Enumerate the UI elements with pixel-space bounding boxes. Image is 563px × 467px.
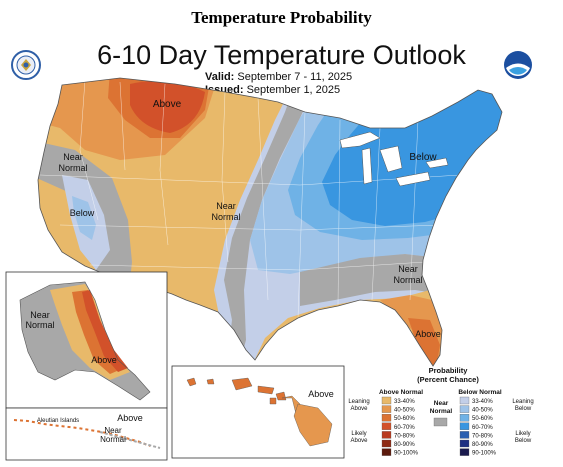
legend-above-bin-label: 70-80% <box>394 433 415 439</box>
legend-below-bin-label: 40-50% <box>472 408 493 414</box>
legend-title: Probability <box>429 366 469 375</box>
legend-below-swatch <box>459 422 470 430</box>
label-aleutian-near-normal: Near <box>104 426 122 435</box>
legend-above-swatch <box>381 405 392 413</box>
probability-legend: Probability (Percent Chance) Above Norma… <box>348 366 533 457</box>
legend-near-header: Near <box>434 400 449 407</box>
legend-below-swatches: 33-40% 40-50% 50-60% 60-70% 70-80% 80-90% 90-1… <box>459 396 497 457</box>
valid-value: September 7 - 11, 2025 <box>237 71 353 83</box>
legend-below-header: Below Normal <box>458 389 502 396</box>
legend-above-bin-label: 33-40% <box>394 399 415 405</box>
page-title: Temperature Probability <box>191 8 372 27</box>
legend-above-bin-label: 60-70% <box>394 425 415 431</box>
label-below-west: Below <box>70 208 95 218</box>
legend-below-swatch <box>459 439 470 448</box>
legend-below-swatch <box>459 405 470 413</box>
aleutian-inset: Aleutian Islands Above Near Normal <box>5 407 168 461</box>
legend-subtitle: (Percent Chance) <box>417 375 479 384</box>
legend-leaning-below: Leaning <box>512 399 533 405</box>
noaa-logo-icon <box>504 51 532 79</box>
legend-above-swatch <box>381 396 392 405</box>
legend-above-swatch <box>381 439 392 448</box>
great-lakes <box>339 131 449 187</box>
legend-below-bin-label: 70-80% <box>472 433 493 439</box>
legend-likely-below: Likely <box>515 431 530 437</box>
valid-dates: Valid: September 7 - 11, 2025 <box>205 71 352 83</box>
legend-below-bin-label: 60-70% <box>472 425 493 431</box>
legend-leaning-above-2: Above <box>350 406 368 412</box>
label-near-normal-central: Near <box>216 201 236 211</box>
legend-near-swatch <box>433 417 448 427</box>
label-alaska-above: Above <box>91 355 117 365</box>
label-near-normal-central-2: Normal <box>211 212 240 222</box>
label-above-northwest: Above <box>153 99 182 110</box>
legend-above-swatch <box>381 431 392 439</box>
label-below-northeast: Below <box>409 152 437 163</box>
label-near-normal-west-2: Normal <box>58 163 87 173</box>
label-alaska-near-normal: Near <box>30 310 50 320</box>
legend-below-bin-label: 33-40% <box>472 399 493 405</box>
legend-above-swatch <box>381 448 392 456</box>
valid-label: Valid: <box>205 71 235 83</box>
legend-above-bin-label: 50-60% <box>394 416 415 422</box>
legend-below-bin-label: 50-60% <box>472 416 493 422</box>
legend-above-swatch <box>381 414 392 422</box>
legend-leaning-above: Leaning <box>348 399 369 405</box>
legend-below-swatch <box>459 414 470 422</box>
legend-above-header: Above Normal <box>379 389 423 396</box>
label-near-normal-southeast-2: Normal <box>393 275 422 285</box>
legend-above-bin-label: 90-100% <box>394 451 419 457</box>
label-aleutian-islands: Aleutian Islands <box>37 418 79 424</box>
hawaii-inset: Above <box>171 365 345 459</box>
label-hawaii-above: Above <box>308 389 334 399</box>
legend-above-swatch <box>381 422 392 430</box>
legend-below-swatch <box>459 448 470 456</box>
legend-leaning-below-2: Below <box>515 406 532 412</box>
legend-above-swatches: 33-40% 40-50% 50-60% 60-70% 70-80% 80-90% 90-1… <box>381 396 419 457</box>
label-aleutian-above: Above <box>117 413 143 423</box>
label-alaska-near-normal-2: Normal <box>25 320 54 330</box>
legend-above-bin-label: 80-90% <box>394 442 415 448</box>
legend-below-swatch <box>459 396 470 405</box>
label-near-normal-southeast: Near <box>398 264 418 274</box>
legend-likely-above: Likely <box>351 431 366 437</box>
label-above-florida: Above <box>415 329 441 339</box>
legend-likely-below-2: Below <box>515 438 532 444</box>
label-near-normal-west: Near <box>63 152 83 162</box>
issued-value: September 1, 2025 <box>246 84 341 96</box>
legend-below-bin-label: 90-100% <box>472 451 497 457</box>
commerce-seal-icon <box>11 50 41 80</box>
legend-below-swatch <box>459 431 470 439</box>
legend-above-bin-label: 40-50% <box>394 408 415 414</box>
alaska-inset: Near Normal Above <box>5 271 168 409</box>
legend-likely-above-2: Above <box>350 438 368 444</box>
label-aleutian-near-normal-2: Normal <box>100 435 126 444</box>
legend-near-header-2: Normal <box>430 408 453 415</box>
map-title: 6-10 Day Temperature Outlook <box>97 40 466 70</box>
legend-below-bin-label: 80-90% <box>472 442 493 448</box>
